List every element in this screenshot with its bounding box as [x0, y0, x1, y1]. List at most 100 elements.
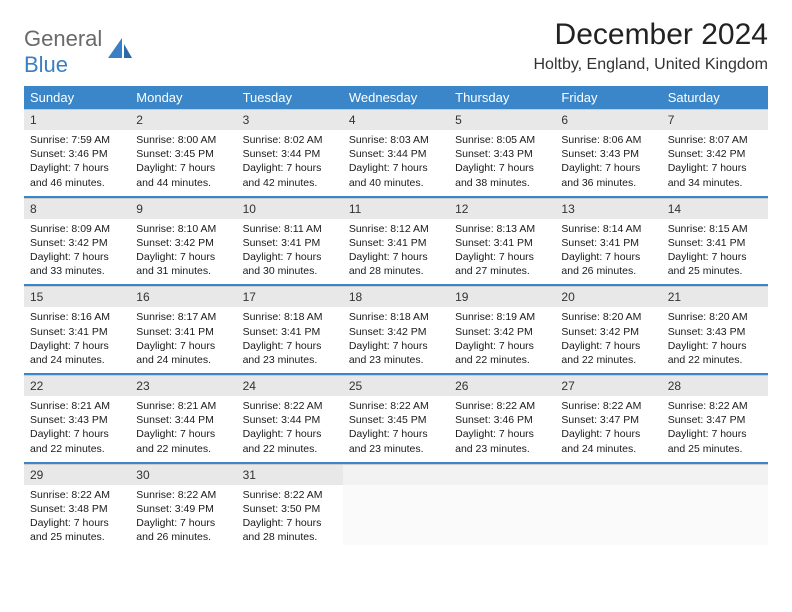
day-cell: 8Sunrise: 8:09 AMSunset: 3:42 PMDaylight…	[24, 197, 130, 286]
day-cell: 20Sunrise: 8:20 AMSunset: 3:42 PMDayligh…	[555, 285, 661, 374]
daylight-line: Daylight: 7 hours and 28 minutes.	[243, 516, 337, 544]
sunrise-line: Sunrise: 8:21 AM	[30, 399, 124, 413]
day-cell	[449, 463, 555, 551]
day-cell	[555, 463, 661, 551]
day-number: 2	[130, 109, 236, 130]
daylight-line: Daylight: 7 hours and 31 minutes.	[136, 250, 230, 278]
day-number: 18	[343, 286, 449, 307]
daylight-line: Daylight: 7 hours and 23 minutes.	[349, 339, 443, 367]
sunrise-line: Sunrise: 8:06 AM	[561, 133, 655, 147]
week-row: 22Sunrise: 8:21 AMSunset: 3:43 PMDayligh…	[24, 374, 768, 463]
day-number: 30	[130, 464, 236, 485]
day-details: Sunrise: 8:06 AMSunset: 3:43 PMDaylight:…	[555, 130, 661, 196]
sunset-line: Sunset: 3:42 PM	[455, 325, 549, 339]
day-details: Sunrise: 8:02 AMSunset: 3:44 PMDaylight:…	[237, 130, 343, 196]
day-details: Sunrise: 8:20 AMSunset: 3:43 PMDaylight:…	[662, 307, 768, 373]
sunset-line: Sunset: 3:41 PM	[243, 236, 337, 250]
daylight-line: Daylight: 7 hours and 24 minutes.	[30, 339, 124, 367]
dow-saturday: Saturday	[662, 86, 768, 109]
day-cell: 13Sunrise: 8:14 AMSunset: 3:41 PMDayligh…	[555, 197, 661, 286]
day-details: Sunrise: 8:07 AMSunset: 3:42 PMDaylight:…	[662, 130, 768, 196]
daylight-line: Daylight: 7 hours and 33 minutes.	[30, 250, 124, 278]
day-details: Sunrise: 8:22 AMSunset: 3:49 PMDaylight:…	[130, 485, 236, 551]
sunrise-line: Sunrise: 7:59 AM	[30, 133, 124, 147]
daylight-line: Daylight: 7 hours and 36 minutes.	[561, 161, 655, 189]
day-cell: 25Sunrise: 8:22 AMSunset: 3:45 PMDayligh…	[343, 374, 449, 463]
empty-day-number	[449, 464, 555, 485]
day-number: 14	[662, 198, 768, 219]
day-cell: 4Sunrise: 8:03 AMSunset: 3:44 PMDaylight…	[343, 109, 449, 197]
day-details: Sunrise: 8:17 AMSunset: 3:41 PMDaylight:…	[130, 307, 236, 373]
sunrise-line: Sunrise: 8:16 AM	[30, 310, 124, 324]
day-details: Sunrise: 8:22 AMSunset: 3:47 PMDaylight:…	[555, 396, 661, 462]
sunrise-line: Sunrise: 8:10 AM	[136, 222, 230, 236]
day-details: Sunrise: 8:18 AMSunset: 3:41 PMDaylight:…	[237, 307, 343, 373]
sunrise-line: Sunrise: 8:17 AM	[136, 310, 230, 324]
day-cell: 17Sunrise: 8:18 AMSunset: 3:41 PMDayligh…	[237, 285, 343, 374]
sunrise-line: Sunrise: 8:00 AM	[136, 133, 230, 147]
daylight-line: Daylight: 7 hours and 40 minutes.	[349, 161, 443, 189]
day-details: Sunrise: 8:13 AMSunset: 3:41 PMDaylight:…	[449, 219, 555, 285]
day-cell: 18Sunrise: 8:18 AMSunset: 3:42 PMDayligh…	[343, 285, 449, 374]
day-details: Sunrise: 8:16 AMSunset: 3:41 PMDaylight:…	[24, 307, 130, 373]
sunrise-line: Sunrise: 8:13 AM	[455, 222, 549, 236]
day-cell: 14Sunrise: 8:15 AMSunset: 3:41 PMDayligh…	[662, 197, 768, 286]
day-number: 26	[449, 375, 555, 396]
daylight-line: Daylight: 7 hours and 22 minutes.	[561, 339, 655, 367]
sunset-line: Sunset: 3:43 PM	[668, 325, 762, 339]
logo-text: General Blue	[24, 26, 102, 78]
day-details: Sunrise: 8:14 AMSunset: 3:41 PMDaylight:…	[555, 219, 661, 285]
daylight-line: Daylight: 7 hours and 44 minutes.	[136, 161, 230, 189]
sunset-line: Sunset: 3:42 PM	[561, 325, 655, 339]
day-number: 15	[24, 286, 130, 307]
day-details: Sunrise: 8:03 AMSunset: 3:44 PMDaylight:…	[343, 130, 449, 196]
sunset-line: Sunset: 3:46 PM	[455, 413, 549, 427]
day-cell: 10Sunrise: 8:11 AMSunset: 3:41 PMDayligh…	[237, 197, 343, 286]
day-cell: 12Sunrise: 8:13 AMSunset: 3:41 PMDayligh…	[449, 197, 555, 286]
day-cell: 5Sunrise: 8:05 AMSunset: 3:43 PMDaylight…	[449, 109, 555, 197]
day-details: Sunrise: 8:20 AMSunset: 3:42 PMDaylight:…	[555, 307, 661, 373]
daylight-line: Daylight: 7 hours and 24 minutes.	[561, 427, 655, 455]
day-details: Sunrise: 8:09 AMSunset: 3:42 PMDaylight:…	[24, 219, 130, 285]
dow-tuesday: Tuesday	[237, 86, 343, 109]
day-number: 11	[343, 198, 449, 219]
day-number: 21	[662, 286, 768, 307]
day-cell: 29Sunrise: 8:22 AMSunset: 3:48 PMDayligh…	[24, 463, 130, 551]
sunrise-line: Sunrise: 8:19 AM	[455, 310, 549, 324]
header: General Blue December 2024 Holtby, Engla…	[24, 18, 768, 84]
sunrise-line: Sunrise: 8:11 AM	[243, 222, 337, 236]
day-details: Sunrise: 8:21 AMSunset: 3:43 PMDaylight:…	[24, 396, 130, 462]
week-row: 29Sunrise: 8:22 AMSunset: 3:48 PMDayligh…	[24, 463, 768, 551]
day-cell: 21Sunrise: 8:20 AMSunset: 3:43 PMDayligh…	[662, 285, 768, 374]
day-number: 22	[24, 375, 130, 396]
day-cell: 26Sunrise: 8:22 AMSunset: 3:46 PMDayligh…	[449, 374, 555, 463]
sunrise-line: Sunrise: 8:22 AM	[243, 488, 337, 502]
day-number: 3	[237, 109, 343, 130]
day-number: 6	[555, 109, 661, 130]
sunset-line: Sunset: 3:42 PM	[30, 236, 124, 250]
empty-day-number	[662, 464, 768, 485]
sunrise-line: Sunrise: 8:22 AM	[243, 399, 337, 413]
sunrise-line: Sunrise: 8:22 AM	[136, 488, 230, 502]
sunrise-line: Sunrise: 8:22 AM	[455, 399, 549, 413]
sunset-line: Sunset: 3:43 PM	[30, 413, 124, 427]
week-row: 1Sunrise: 7:59 AMSunset: 3:46 PMDaylight…	[24, 109, 768, 197]
sunrise-line: Sunrise: 8:21 AM	[136, 399, 230, 413]
dow-monday: Monday	[130, 86, 236, 109]
dow-thursday: Thursday	[449, 86, 555, 109]
daylight-line: Daylight: 7 hours and 30 minutes.	[243, 250, 337, 278]
logo-sail-icon	[108, 38, 134, 62]
empty-day-number	[555, 464, 661, 485]
day-cell: 15Sunrise: 8:16 AMSunset: 3:41 PMDayligh…	[24, 285, 130, 374]
day-number: 12	[449, 198, 555, 219]
location-text: Holtby, England, United Kingdom	[533, 56, 768, 74]
daylight-line: Daylight: 7 hours and 34 minutes.	[668, 161, 762, 189]
sunset-line: Sunset: 3:47 PM	[668, 413, 762, 427]
day-cell: 3Sunrise: 8:02 AMSunset: 3:44 PMDaylight…	[237, 109, 343, 197]
daylight-line: Daylight: 7 hours and 25 minutes.	[668, 250, 762, 278]
day-number: 25	[343, 375, 449, 396]
daylight-line: Daylight: 7 hours and 46 minutes.	[30, 161, 124, 189]
dow-sunday: Sunday	[24, 86, 130, 109]
daylight-line: Daylight: 7 hours and 27 minutes.	[455, 250, 549, 278]
day-number: 1	[24, 109, 130, 130]
